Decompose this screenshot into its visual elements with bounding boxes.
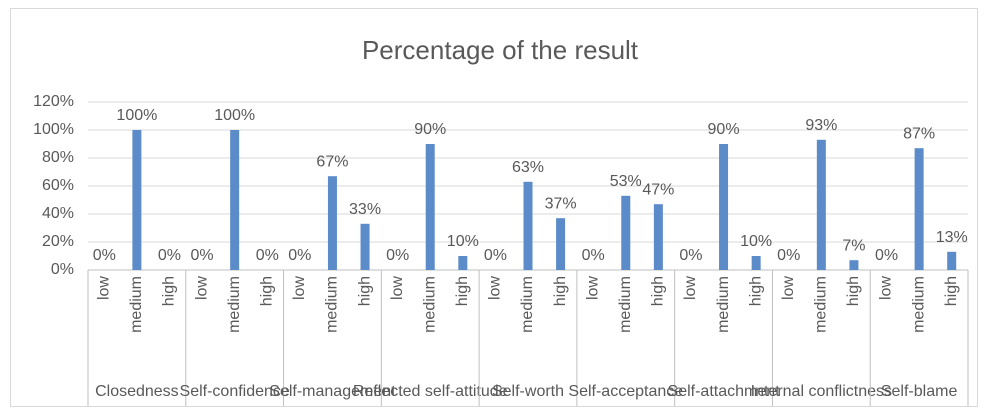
y-tick-label: 120% bbox=[33, 93, 74, 110]
group-label: Self-worth bbox=[492, 383, 564, 400]
bar bbox=[849, 260, 859, 270]
x-tick-label: low bbox=[584, 276, 601, 300]
value-label: 37% bbox=[545, 195, 577, 212]
x-tick-label: low bbox=[389, 276, 406, 300]
x-tick-label: low bbox=[193, 276, 210, 300]
x-tick-label: high bbox=[552, 276, 569, 306]
y-tick-label: 20% bbox=[42, 233, 74, 250]
group-label: Self-confidence bbox=[180, 383, 290, 400]
x-tick-label: high bbox=[161, 276, 178, 306]
group-label: Self-acceptance bbox=[568, 383, 683, 400]
value-label: 100% bbox=[116, 107, 157, 124]
value-label: 0% bbox=[386, 247, 409, 264]
value-label: 0% bbox=[484, 247, 507, 264]
group-label: Self-management bbox=[269, 383, 396, 400]
x-tick-label: medium bbox=[128, 276, 145, 333]
x-tick-label: high bbox=[454, 276, 471, 306]
bar bbox=[556, 218, 566, 270]
group-label: Self-attachment bbox=[668, 383, 781, 400]
y-tick-label: 80% bbox=[42, 149, 74, 166]
value-label: 0% bbox=[679, 247, 702, 264]
x-tick-label: medium bbox=[519, 276, 536, 333]
bar bbox=[947, 251, 957, 270]
value-label: 0% bbox=[256, 247, 279, 264]
bar bbox=[523, 181, 533, 270]
x-tick-label: low bbox=[878, 276, 895, 300]
x-tick-label: high bbox=[356, 276, 373, 306]
value-label: 0% bbox=[288, 247, 311, 264]
value-label: 13% bbox=[936, 229, 968, 246]
x-tick-label: high bbox=[258, 276, 275, 306]
value-label: 0% bbox=[582, 247, 605, 264]
bar bbox=[914, 148, 924, 270]
group-label: Internal conflictness bbox=[751, 383, 892, 400]
y-tick-label: 100% bbox=[33, 121, 74, 138]
bar bbox=[719, 144, 729, 270]
x-tick-label: medium bbox=[324, 276, 341, 333]
value-label: 93% bbox=[805, 117, 837, 134]
value-label: 53% bbox=[610, 173, 642, 190]
x-tick-label: high bbox=[650, 276, 667, 306]
x-tick-label: low bbox=[487, 276, 504, 300]
x-tick-label: low bbox=[96, 276, 113, 300]
x-tick-label: medium bbox=[813, 276, 830, 333]
x-tick-label: low bbox=[291, 276, 308, 300]
value-label: 87% bbox=[903, 125, 935, 142]
group-label: Self-blame bbox=[881, 383, 958, 400]
value-label: 10% bbox=[740, 233, 772, 250]
value-label: 0% bbox=[158, 247, 181, 264]
value-label: 33% bbox=[349, 201, 381, 218]
value-label: 90% bbox=[414, 121, 446, 138]
bar bbox=[751, 256, 761, 270]
value-label: 10% bbox=[447, 233, 479, 250]
value-label: 0% bbox=[777, 247, 800, 264]
value-label: 47% bbox=[642, 181, 674, 198]
bar bbox=[230, 130, 240, 270]
value-label: 67% bbox=[316, 153, 348, 170]
x-tick-label: high bbox=[943, 276, 960, 306]
value-label: 0% bbox=[93, 247, 116, 264]
bar bbox=[653, 204, 663, 270]
bar bbox=[816, 139, 826, 270]
y-tick-label: 40% bbox=[42, 205, 74, 222]
x-tick-label: high bbox=[747, 276, 764, 306]
value-label: 100% bbox=[214, 107, 255, 124]
value-label: 7% bbox=[842, 237, 865, 254]
bar bbox=[327, 176, 337, 270]
chart-frame bbox=[10, 8, 978, 407]
chart-title: Percentage of the result bbox=[362, 35, 639, 65]
value-label: 90% bbox=[708, 121, 740, 138]
bar bbox=[458, 256, 468, 270]
x-tick-label: medium bbox=[226, 276, 243, 333]
x-tick-label: medium bbox=[715, 276, 732, 333]
y-tick-label: 60% bbox=[42, 177, 74, 194]
x-tick-label: low bbox=[682, 276, 699, 300]
value-label: 0% bbox=[191, 247, 214, 264]
bar bbox=[425, 144, 435, 270]
x-tick-label: medium bbox=[421, 276, 438, 333]
bar bbox=[132, 130, 142, 270]
x-tick-label: high bbox=[845, 276, 862, 306]
x-tick-label: medium bbox=[910, 276, 927, 333]
group-label: Closedness bbox=[95, 383, 179, 400]
group-label: Reflected self-attitude bbox=[353, 383, 508, 400]
x-tick-label: low bbox=[780, 276, 797, 300]
bar bbox=[360, 223, 370, 270]
value-label: 63% bbox=[512, 159, 544, 176]
y-tick-label: 0% bbox=[51, 261, 74, 278]
x-tick-label: medium bbox=[617, 276, 634, 333]
bar bbox=[621, 195, 631, 270]
value-label: 0% bbox=[875, 247, 898, 264]
